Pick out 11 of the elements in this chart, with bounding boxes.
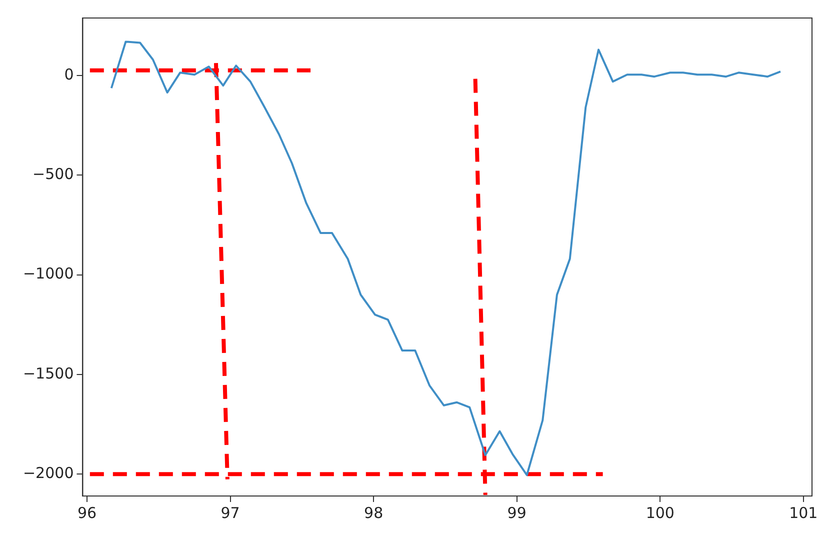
- y-tick-label: −1000: [22, 264, 74, 283]
- x-tick-label: 98: [364, 504, 384, 522]
- x-tick-label: 101: [789, 504, 818, 522]
- x-tick-label: 99: [507, 504, 526, 522]
- y-tick-label: −2000: [22, 464, 74, 482]
- x-tick-label: 97: [220, 504, 240, 522]
- y-tick-label: −500: [32, 165, 74, 184]
- y-tick-label: 0: [64, 65, 74, 84]
- x-tick-label: 96: [77, 504, 97, 522]
- y-tick-label: −1500: [22, 364, 74, 382]
- x-tick-label: 100: [646, 504, 674, 522]
